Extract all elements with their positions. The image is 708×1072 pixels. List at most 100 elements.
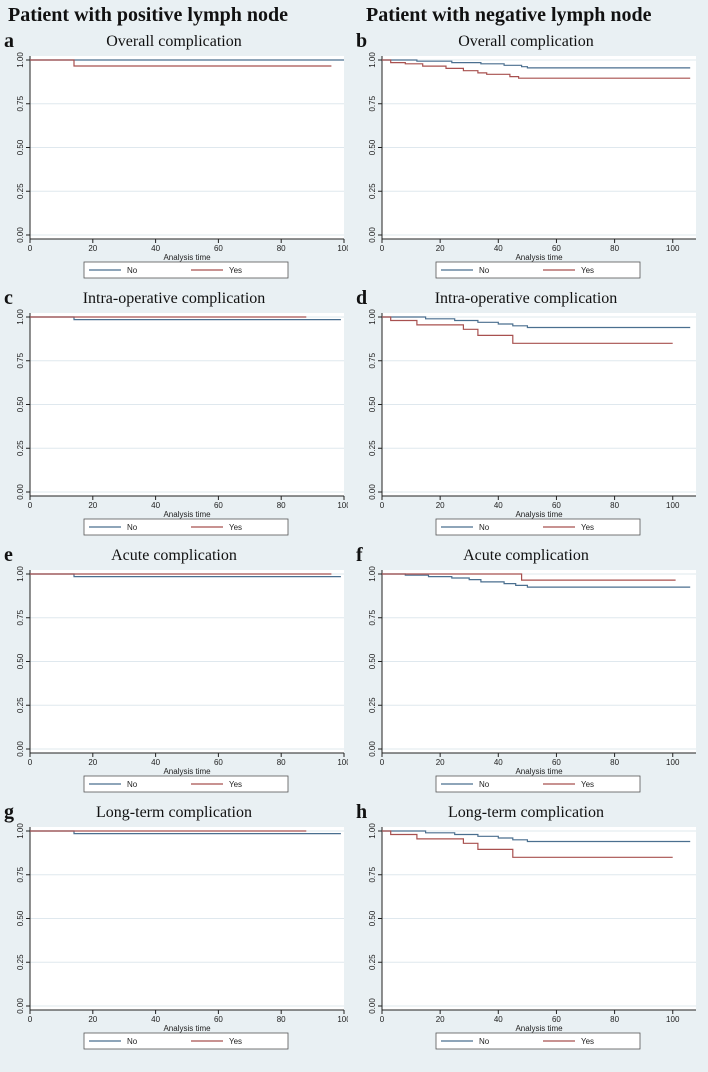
series-line-yes — [382, 830, 673, 858]
panel-letter: e — [4, 544, 13, 566]
x-tick-label: 0 — [28, 501, 33, 510]
x-tick-label: 100 — [666, 244, 680, 253]
x-tick-label: 60 — [552, 501, 561, 510]
y-tick-label: 0.75 — [16, 95, 25, 111]
x-tick-label: 60 — [214, 1015, 223, 1024]
km-chart-a: 0.00 0.25 0.50 0.75 1.00 0 20 40 60 80 100 Analysis… — [16, 52, 348, 279]
y-tick-label: 0.50 — [16, 139, 25, 155]
legend-label-no: No — [127, 523, 138, 532]
km-chart-g: 0.00 0.25 0.50 0.75 1.00 0 20 40 60 80 100 Analysis… — [16, 823, 348, 1050]
chart-panel-a: a Overall complication 0.00 0.25 0.50 0.75 1… — [0, 30, 348, 282]
y-tick-label: 0.00 — [16, 227, 25, 243]
series-line-no — [382, 316, 691, 329]
x-tick-label: 0 — [28, 1015, 33, 1024]
y-tick-label: 0.50 — [16, 396, 25, 412]
x-tick-label: 100 — [666, 501, 680, 510]
x-tick-label: 40 — [494, 758, 503, 767]
heading-positive-lymph-node: Patient with positive lymph node — [8, 4, 289, 26]
x-tick-label: 100 — [666, 758, 680, 767]
panel-title: Intra-operative complication — [82, 290, 266, 307]
panel-letter: a — [4, 30, 14, 52]
x-tick-label: 0 — [380, 1015, 385, 1024]
x-axis-label: Analysis time — [163, 510, 211, 519]
chart-panel-h: h Long-term complication 0.00 0.25 0.50 0.7… — [352, 801, 700, 1053]
panel-title: Intra-operative complication — [434, 290, 618, 307]
panel-letter: g — [4, 801, 14, 823]
y-tick-label: 0.50 — [16, 910, 25, 926]
y-tick-label: 0.50 — [368, 396, 377, 412]
y-tick-label: 0.25 — [368, 697, 377, 713]
y-tick-label: 0.75 — [16, 866, 25, 882]
heading-negative-lymph-node: Patient with negative lymph node — [366, 4, 652, 26]
x-tick-label: 80 — [277, 244, 286, 253]
x-axis-label: Analysis time — [163, 1024, 211, 1033]
x-tick-label: 80 — [610, 1015, 619, 1024]
y-tick-label: 0.25 — [16, 440, 25, 456]
legend-label-no: No — [479, 780, 490, 789]
y-tick-label: 0.50 — [368, 139, 377, 155]
x-tick-label: 60 — [552, 244, 561, 253]
y-tick-label: 0.00 — [16, 484, 25, 500]
legend-label-yes: Yes — [229, 523, 242, 532]
y-tick-label: 0.50 — [368, 910, 377, 926]
legend-box — [435, 518, 641, 536]
panel-title: Acute complication — [111, 547, 237, 564]
legend-box — [435, 261, 641, 279]
x-tick-label: 40 — [151, 758, 160, 767]
x-tick-label: 0 — [380, 758, 385, 767]
legend-box — [435, 775, 641, 793]
legend-box — [83, 775, 289, 793]
legend-label-yes: Yes — [581, 266, 594, 275]
legend-label-yes: Yes — [581, 523, 594, 532]
legend-label-yes: Yes — [581, 1037, 594, 1046]
y-tick-label: 1.00 — [368, 309, 377, 325]
legend-label-no: No — [479, 1037, 490, 1046]
km-chart-b: 0.00 0.25 0.50 0.75 1.00 0 20 40 60 80 100 Analysis… — [368, 52, 696, 279]
x-tick-label: 60 — [552, 1015, 561, 1024]
legend-label-yes: Yes — [229, 1037, 242, 1046]
y-tick-label: 0.50 — [368, 653, 377, 669]
x-tick-label: 100 — [337, 1015, 348, 1024]
legend-label-no: No — [479, 266, 490, 275]
x-axis-label: Analysis time — [515, 767, 563, 776]
km-chart-c: 0.00 0.25 0.50 0.75 1.00 0 20 40 60 80 100 Analysis… — [16, 309, 348, 536]
panel-letter: h — [356, 801, 368, 823]
x-axis-label: Analysis time — [515, 253, 563, 262]
series-line-no — [382, 573, 691, 588]
series-line-yes — [382, 316, 673, 344]
y-tick-label: 0.75 — [16, 609, 25, 625]
x-tick-label: 20 — [436, 758, 445, 767]
x-tick-label: 80 — [610, 501, 619, 510]
x-tick-label: 80 — [610, 758, 619, 767]
x-tick-label: 60 — [214, 758, 223, 767]
chart-panel-e: e Acute complication 0.00 0.25 0.50 0.75 1.0… — [0, 544, 348, 796]
legend-label-no: No — [127, 1037, 138, 1046]
x-axis-label: Analysis time — [163, 767, 211, 776]
x-tick-label: 40 — [151, 244, 160, 253]
x-tick-label: 20 — [436, 501, 445, 510]
legend-box — [435, 1032, 641, 1050]
km-chart-e: 0.00 0.25 0.50 0.75 1.00 0 20 40 60 80 100 Analysis… — [16, 566, 348, 793]
x-tick-label: 60 — [214, 244, 223, 253]
x-tick-label: 100 — [337, 501, 348, 510]
y-tick-label: 0.75 — [368, 352, 377, 368]
panel-title: Acute complication — [463, 547, 589, 564]
x-tick-label: 20 — [88, 244, 97, 253]
km-chart-h: 0.00 0.25 0.50 0.75 1.00 0 20 40 60 80 100 Analysis… — [368, 823, 696, 1050]
panel-letter: b — [356, 30, 368, 52]
y-tick-label: 0.75 — [368, 866, 377, 882]
y-tick-label: 0.75 — [368, 609, 377, 625]
x-tick-label: 20 — [88, 1015, 97, 1024]
y-tick-label: 0.25 — [16, 697, 25, 713]
x-tick-label: 100 — [666, 1015, 680, 1024]
y-tick-label: 1.00 — [368, 52, 377, 68]
y-tick-label: 0.25 — [16, 954, 25, 970]
x-tick-label: 20 — [88, 758, 97, 767]
y-tick-label: 0.00 — [368, 998, 377, 1014]
y-tick-label: 1.00 — [368, 566, 377, 582]
x-tick-label: 40 — [494, 501, 503, 510]
x-tick-label: 20 — [436, 1015, 445, 1024]
legend-label-yes: Yes — [229, 780, 242, 789]
y-tick-label: 0.00 — [16, 741, 25, 757]
y-tick-label: 1.00 — [16, 309, 25, 325]
